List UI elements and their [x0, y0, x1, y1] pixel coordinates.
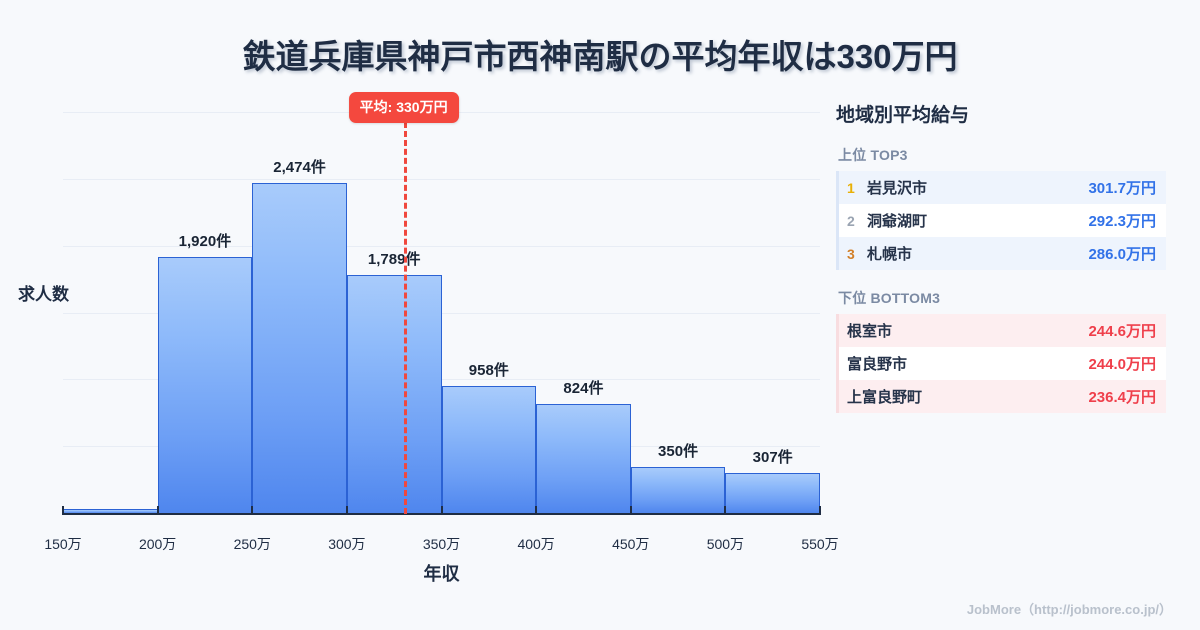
bar-value-label: 958件 — [468, 361, 509, 379]
gridline — [63, 245, 820, 247]
bottom3-section-label: 下位 BOTTOM3 — [838, 290, 941, 306]
regional-salary-panel: 地域別平均給与 上位 TOP3 1 岩見沢市 301.7万円 2 洞爺湖町 292.3万円… — [836, 100, 1166, 431]
x-axis-tick — [724, 506, 727, 515]
region-salary-value: 301.7万円 — [1088, 180, 1156, 197]
x-axis-tick — [535, 506, 538, 515]
x-axis-tick-label: 150万 — [44, 536, 82, 552]
average-line — [403, 122, 407, 514]
region-salary-value: 292.3万円 — [1088, 213, 1156, 230]
bar-value-label: 307件 — [752, 448, 793, 466]
gridline — [63, 178, 820, 180]
x-axis-tick — [251, 506, 254, 515]
bar-value-label: 2,474件 — [273, 159, 326, 177]
histogram-bar — [441, 385, 537, 514]
x-axis-tick-label: 300万 — [328, 536, 366, 552]
region-salary-value: 236.4万円 — [1088, 389, 1156, 406]
gridline — [63, 312, 820, 314]
top3-row: 1 岩見沢市 301.7万円 — [836, 171, 1166, 204]
region-name: 上富良野町 — [847, 389, 923, 406]
x-axis-tick-label: 200万 — [138, 536, 177, 552]
bar-value-label: 824件 — [563, 379, 604, 397]
x-axis-tick — [629, 506, 632, 515]
gridline — [63, 379, 820, 381]
plot-area: 1,920件 2,474件 1,789件 958件 824件 350件 307件 平均: 3… — [44, 92, 839, 552]
region-salary-value: 244.6万円 — [1088, 323, 1156, 340]
average-badge: 平均: 330万円 — [348, 92, 459, 123]
x-axis-tick — [819, 506, 821, 515]
x-axis-tick — [62, 506, 64, 515]
top3-list: 1 岩見沢市 301.7万円 2 洞爺湖町 292.3万円 3 札幌市 286.0万円 — [836, 171, 1166, 270]
histogram-bar — [252, 183, 347, 514]
region-name: 根室市 — [847, 323, 893, 340]
rank-number: 3 — [847, 245, 855, 262]
watermark-footer: JobMore（http://jobmore.co.jp/） — [966, 602, 1172, 617]
histogram-chart: 求人数 1,920件 2,474件 1,789件 958件 824件 350件 307件 平… — [0, 90, 839, 584]
x-axis-tick-label: 400万 — [517, 536, 555, 552]
bar-value-label: 1,920件 — [178, 233, 232, 251]
x-axis-tick-label: 550万 — [801, 536, 839, 552]
bottom3-row: 根室市 244.6万円 — [836, 314, 1166, 347]
region-name: 札幌市 — [867, 246, 913, 263]
histogram-bar — [725, 472, 820, 514]
bar-value-label: 350件 — [658, 443, 699, 461]
top3-row: 3 札幌市 286.0万円 — [836, 237, 1166, 270]
bar-value-label: 1,789件 — [367, 250, 421, 268]
panel-title: 地域別平均給与 — [836, 105, 970, 126]
x-axis-tick — [440, 506, 443, 515]
rank-number: 2 — [847, 212, 855, 229]
histogram-bar — [346, 274, 442, 514]
x-axis-tick-label: 350万 — [422, 536, 461, 552]
region-name: 岩見沢市 — [867, 180, 928, 197]
x-axis-title: 年収 — [423, 564, 460, 584]
region-salary-value: 286.0万円 — [1088, 246, 1156, 263]
x-axis-tick-label: 450万 — [612, 536, 650, 552]
top3-section-label: 上位 TOP3 — [838, 147, 908, 163]
bottom3-row: 上富良野町 236.4万円 — [836, 380, 1166, 413]
histogram-bar — [536, 403, 631, 514]
region-name: 富良野市 — [847, 356, 908, 373]
region-salary-value: 244.0万円 — [1088, 356, 1156, 373]
region-name: 洞爺湖町 — [867, 213, 928, 230]
y-axis-title: 求人数 — [18, 285, 69, 304]
rank-number: 1 — [847, 179, 855, 196]
bottom3-list: 根室市 244.6万円富良野市 244.0万円上富良野町 236.4万円 — [836, 314, 1166, 413]
bottom3-row: 富良野市 244.0万円 — [836, 347, 1166, 380]
x-axis-tick — [156, 506, 159, 515]
histogram-bar — [157, 257, 253, 514]
histogram-bar — [630, 467, 726, 514]
top3-row: 2 洞爺湖町 292.3万円 — [836, 204, 1166, 237]
x-axis-tick-label: 500万 — [706, 536, 745, 552]
x-axis-tick — [345, 506, 348, 515]
page-title: 鉄道兵庫県神戸市西神南駅の平均年収は330万円 — [242, 38, 958, 75]
x-axis-tick-label: 250万 — [233, 536, 271, 552]
